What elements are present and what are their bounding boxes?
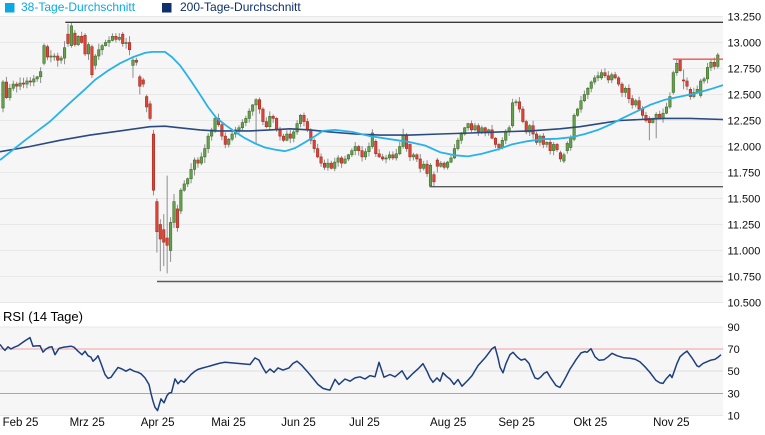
svg-text:Apr 25: Apr 25	[141, 417, 175, 429]
svg-text:Jun 25: Jun 25	[281, 417, 316, 429]
svg-text:12.000: 12.000	[728, 142, 762, 154]
svg-text:Mrz 25: Mrz 25	[70, 417, 105, 429]
svg-text:Mai 25: Mai 25	[211, 417, 246, 429]
svg-text:200-Tage-Durchschnitt: 200-Tage-Durchschnitt	[180, 0, 301, 14]
svg-text:90: 90	[728, 322, 740, 334]
svg-text:11.250: 11.250	[728, 220, 761, 232]
svg-text:Jul 25: Jul 25	[349, 417, 380, 429]
svg-text:RSI (14 Tage): RSI (14 Tage)	[3, 309, 83, 324]
svg-text:70: 70	[728, 344, 740, 356]
svg-text:10: 10	[728, 411, 740, 423]
svg-text:11.000: 11.000	[728, 246, 761, 258]
svg-text:12.500: 12.500	[728, 90, 762, 102]
svg-text:38-Tage-Durchschnitt: 38-Tage-Durchschnitt	[21, 0, 136, 14]
svg-text:11.750: 11.750	[728, 168, 761, 180]
svg-text:11.500: 11.500	[728, 194, 761, 206]
svg-text:13.250: 13.250	[728, 12, 762, 24]
svg-text:10.500: 10.500	[728, 298, 762, 310]
svg-text:10.750: 10.750	[728, 272, 762, 284]
svg-text:12.250: 12.250	[728, 116, 762, 128]
svg-text:12.750: 12.750	[728, 64, 762, 76]
svg-text:13.000: 13.000	[728, 38, 762, 50]
svg-text:Feb 25: Feb 25	[3, 417, 39, 429]
svg-text:50: 50	[728, 366, 740, 378]
svg-text:Nov 25: Nov 25	[653, 417, 689, 429]
svg-text:Aug 25: Aug 25	[430, 417, 466, 429]
svg-text:30: 30	[728, 388, 740, 400]
svg-text:Okt 25: Okt 25	[573, 417, 607, 429]
svg-text:Sep 25: Sep 25	[498, 417, 534, 429]
